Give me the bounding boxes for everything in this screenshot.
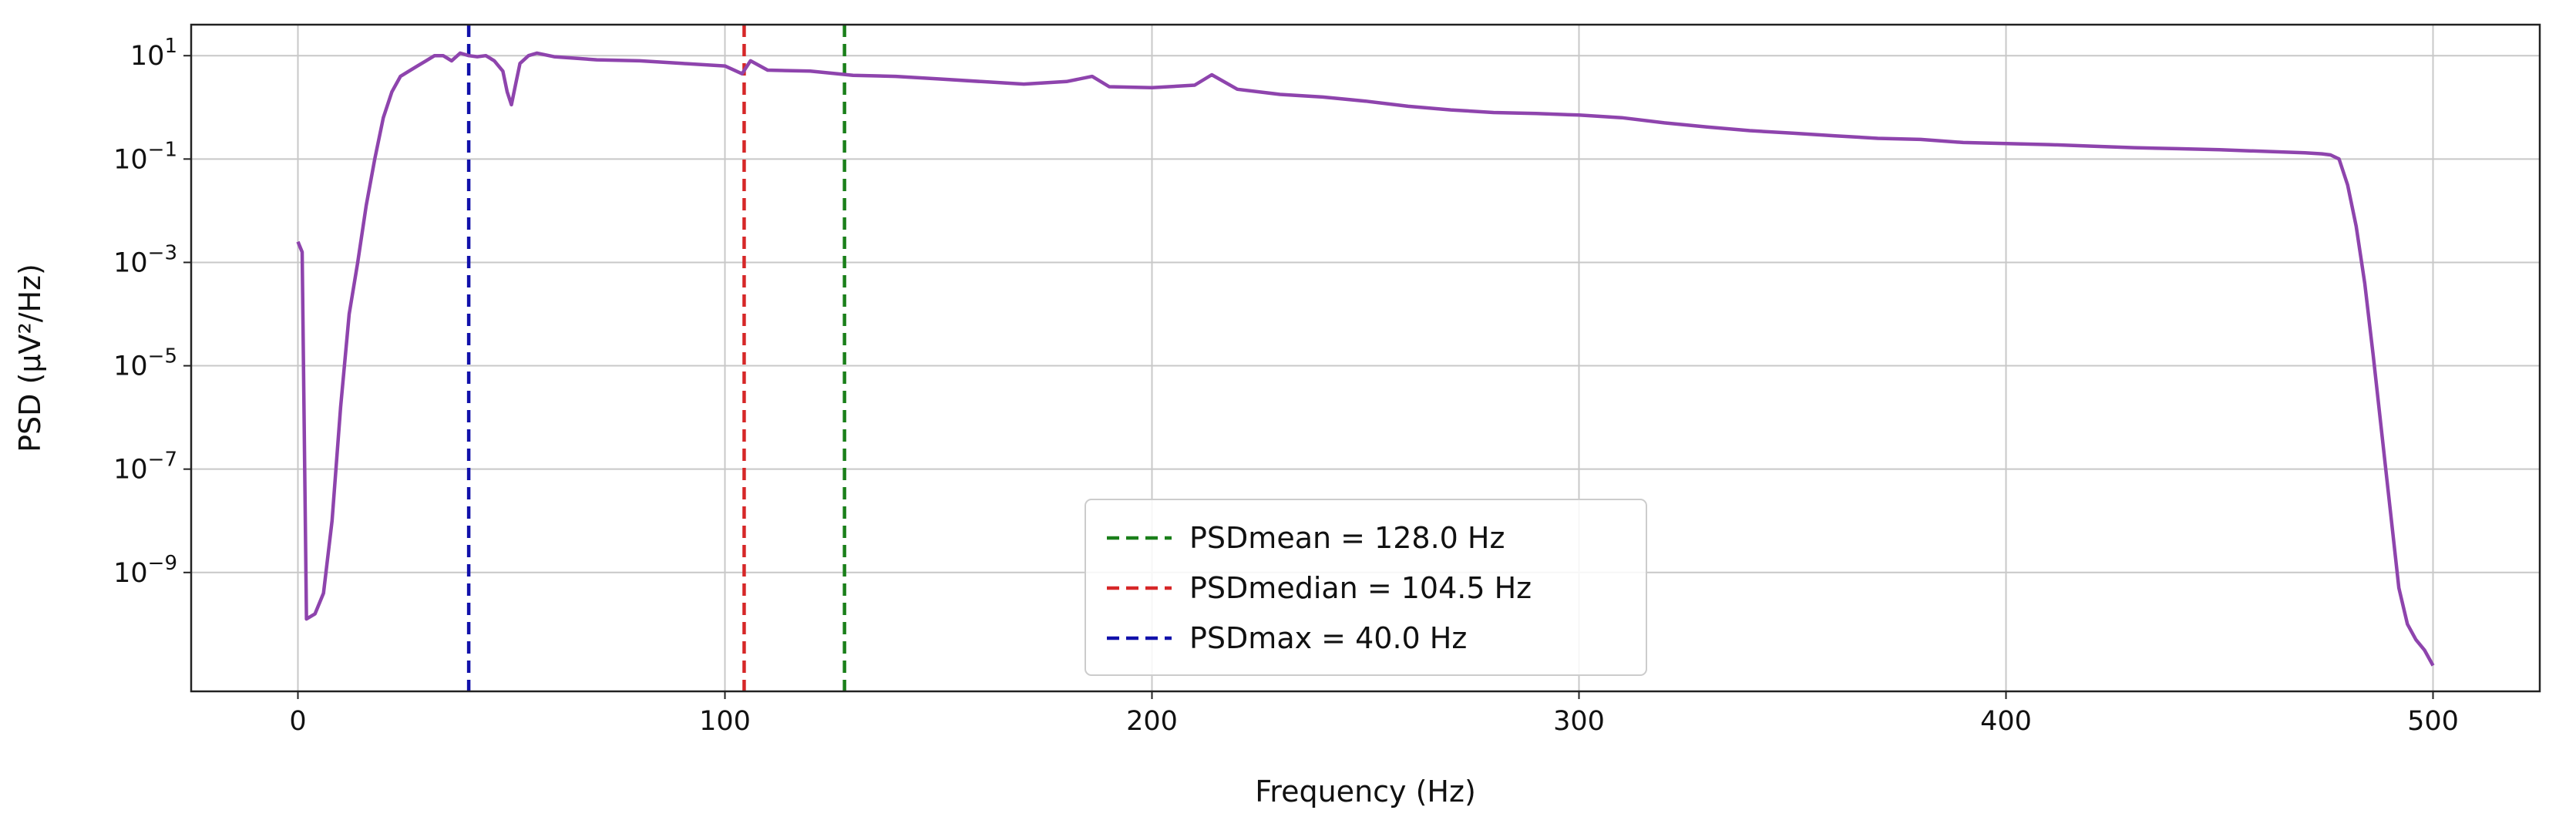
x-tick-label: 300 [1553,706,1605,737]
x-axis-ticks: 0 100 200 300 400 500 [289,691,2459,737]
y-tick-exponent: 1 [164,35,177,58]
legend-label: PSDmedian = 104.5 Hz [1189,571,1532,605]
x-tick-label: 100 [699,706,751,737]
legend-label: PSDmean = 128.0 Hz [1189,521,1505,555]
plot-frame [190,23,2541,693]
x-tick-label: 200 [1126,706,1178,737]
marker-lines [466,25,846,691]
y-tick-label: 101 [130,35,177,72]
psd-series-line [296,51,2435,667]
y-tick-base: 10 [113,351,148,382]
y-axis-label: PSD (µV²/Hz) [13,264,47,452]
y-tick-base: 10 [113,558,148,589]
y-tick-exponent: −1 [148,138,177,161]
y-tick-exponent: −7 [148,449,177,472]
x-axis-label: Frequency (Hz) [1255,775,1476,809]
y-tick-exponent: −9 [148,552,177,575]
y-tick-exponent: −3 [148,241,177,264]
y-tick-base: 10 [130,41,165,72]
y-tick-base: 10 [113,247,148,278]
y-tick-base: 10 [113,144,148,175]
grid [191,25,2540,691]
legend-box [1085,499,1647,676]
y-tick-label: 10−3 [113,241,177,278]
y-tick-label: 10−1 [113,138,177,175]
y-tick-label: 10−7 [113,449,177,486]
x-tick-label: 400 [1980,706,2032,737]
y-tick-label: 10−9 [113,552,177,589]
legend: PSDmean = 128.0 Hz PSDmedian = 104.5 Hz PS… [1085,499,1647,676]
legend-label: PSDmax = 40.0 Hz [1189,621,1467,655]
x-tick-label: 0 [289,706,306,737]
y-tick-exponent: −5 [148,345,177,368]
y-tick-base: 10 [113,455,148,486]
y-tick-label: 10−5 [113,345,177,382]
x-tick-label: 500 [2407,706,2459,737]
